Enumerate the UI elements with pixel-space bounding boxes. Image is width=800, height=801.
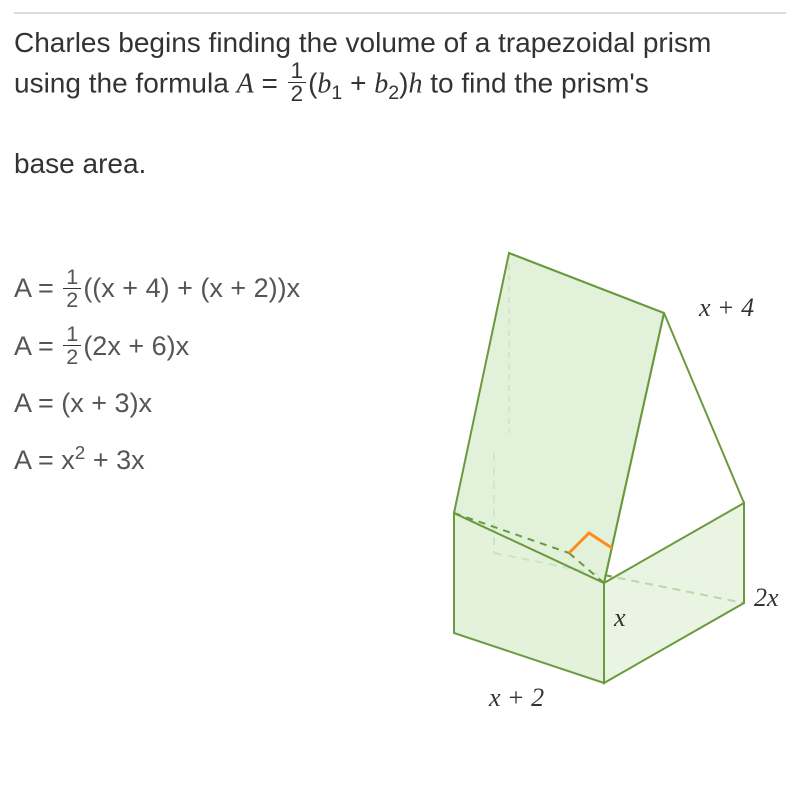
problem-line1: Charles begins finding the volume of a t… <box>14 27 711 58</box>
formula-open: ( <box>308 67 317 98</box>
formula-h: h <box>408 68 422 99</box>
formula-plus: + <box>342 67 374 98</box>
equation-3: A = (x + 3)x <box>14 378 394 429</box>
formula-sub1: 1 <box>331 82 342 104</box>
right-face <box>604 503 744 683</box>
formula-b1: b <box>317 68 331 99</box>
equation-2: A = 12(2x + 6)x <box>14 321 394 372</box>
label-x: x <box>614 603 626 633</box>
equation-1: A = 12((x + 4) + (x + 2))x <box>14 263 394 314</box>
label-x-plus-2: x + 2 <box>489 683 544 713</box>
problem-line2b: to find the prism's <box>430 67 649 98</box>
problem-line2a: using the formula <box>14 67 237 98</box>
back-slant-edge <box>664 313 744 503</box>
formula-sub2: 2 <box>388 82 399 104</box>
equation-steps: A = 12((x + 4) + (x + 2))x A = 12(2x + 6… <box>14 223 394 492</box>
label-2x: 2x <box>754 583 779 613</box>
formula-eq: = <box>254 67 286 98</box>
label-x-plus-4: x + 4 <box>699 293 754 323</box>
equation-4: A = x2 + 3x <box>14 435 394 486</box>
formula-fraction: 12 <box>288 60 306 106</box>
problem-line3: base area. <box>14 148 146 179</box>
content-row: A = 12((x + 4) + (x + 2))x A = 12(2x + 6… <box>14 223 786 743</box>
top-divider <box>14 12 786 14</box>
problem-statement: Charles begins finding the volume of a t… <box>14 24 786 183</box>
prism-diagram: x + 4 2x x + 2 x <box>414 223 786 743</box>
formula-b2: b <box>374 68 388 99</box>
formula-lhs: A <box>237 68 254 99</box>
